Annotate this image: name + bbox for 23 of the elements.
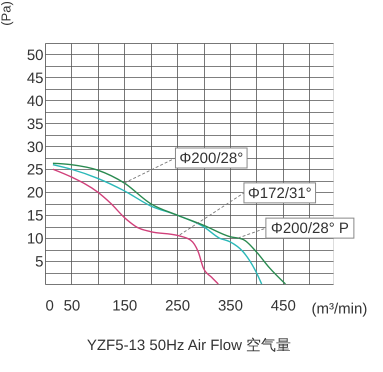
y-tick-label: 10 <box>26 230 44 248</box>
annotation: Φ200/28° <box>179 150 244 168</box>
y-tick-label: 5 <box>35 254 44 271</box>
y-tick-label: 15 <box>26 208 44 225</box>
x-axis-title: (m³/min) <box>312 300 368 318</box>
annotation: Φ172/31° <box>248 184 312 202</box>
y-tick-label: 35 <box>26 116 44 133</box>
x-tick-label: 250 <box>165 298 190 314</box>
y-tick-label: 20 <box>26 184 44 202</box>
y-axis-title: (Pa) <box>0 1 14 26</box>
x-tick-label: 350 <box>218 298 243 314</box>
text: YZF5-13 50Hz Air Flow 空气量 <box>86 337 292 354</box>
x-tick-label: 50 <box>64 298 80 314</box>
annotation: Φ200/28° P <box>270 220 349 238</box>
line-series <box>52 168 220 285</box>
y-tick-label: 50 <box>26 46 44 64</box>
y-tick-label: 25 <box>26 162 44 179</box>
x-tick-label: 150 <box>112 298 138 314</box>
y-tick-label: 45 <box>26 70 44 87</box>
y-tick-label: 30 <box>26 138 44 156</box>
x-tick-label: 0 <box>46 298 54 314</box>
x-tick-label: 450 <box>270 298 296 314</box>
y-tick-label: 40 <box>26 92 44 110</box>
